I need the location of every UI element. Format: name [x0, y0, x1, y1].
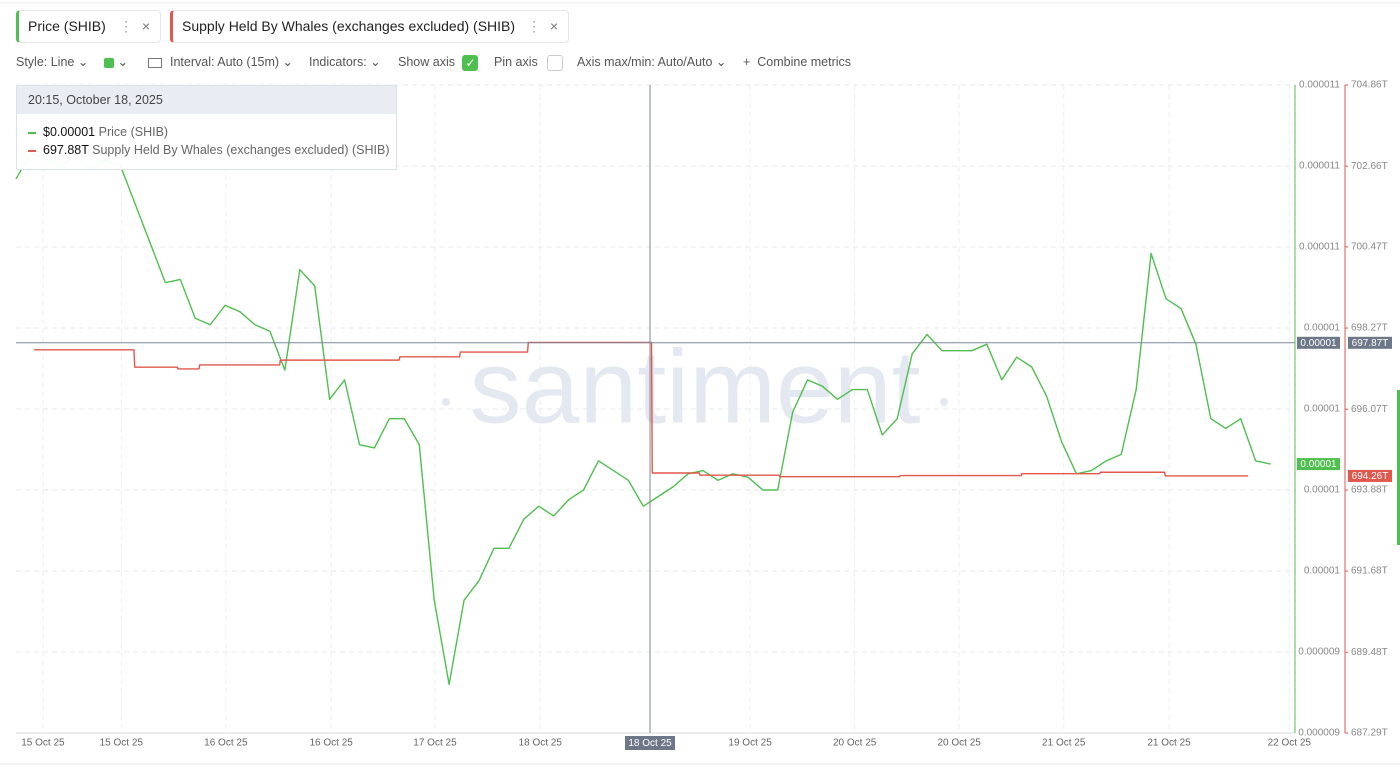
- y-tick-label: 0.000009: [1298, 647, 1340, 658]
- last-value-label: 694.26T: [1352, 471, 1389, 482]
- crosshair-date: 18 Oct 25: [628, 738, 672, 749]
- tab-label: Price (SHIB): [28, 18, 106, 34]
- y-tick-label: 0.000011: [1299, 161, 1340, 172]
- crosshair-price-badge: [1297, 336, 1340, 349]
- last-value-badge: [1297, 458, 1340, 471]
- x-tick-label: 16 Oct 25: [309, 738, 353, 749]
- tooltip: 20:15, October 18, 2025 $0.00001 Price (…: [16, 85, 397, 170]
- color-swatch: [104, 57, 114, 68]
- toolbar-label: Combine metrics: [757, 55, 852, 69]
- tab-close[interactable]: ×: [141, 18, 150, 34]
- y2-tick-label: 700.47T: [1351, 242, 1388, 253]
- toolbar-label: Interval: Auto (15m): [170, 55, 280, 69]
- watermark-dot: [940, 398, 948, 406]
- tooltip-value: $0.00001: [43, 125, 96, 139]
- y2-tick-label: 704.86T: [1351, 80, 1388, 91]
- toolbar-label: Show axis: [398, 55, 455, 69]
- crosshair-date-badge: [625, 736, 676, 750]
- y-tick-label: 0.00001: [1304, 485, 1341, 496]
- x-tick-label: 20 Oct 25: [938, 738, 982, 749]
- scroll-indicator: [1397, 390, 1400, 545]
- show-axis-toggle[interactable]: Show axis ✓: [398, 54, 479, 71]
- x-tick-label: 15 Oct 25: [21, 738, 65, 749]
- combine-metrics-button[interactable]: + Combine metrics: [743, 55, 852, 69]
- checkbox-checked: ✓: [462, 54, 479, 71]
- tab-menu[interactable]: ⋮: [119, 18, 133, 34]
- interval-dropdown[interactable]: Interval: Auto (15m) ⌄: [148, 54, 293, 70]
- indicators-dropdown[interactable]: Indicators: ⌄: [309, 55, 381, 69]
- x-tick-label: 20 Oct 25: [833, 738, 877, 749]
- toolbar-label: Pin axis: [494, 55, 538, 69]
- pin-axis-toggle[interactable]: Pin axis: [494, 54, 564, 71]
- x-tick-label: 21 Oct 25: [1042, 738, 1086, 749]
- x-tick-label: 17 Oct 25: [413, 738, 457, 749]
- x-tick-label: 19 Oct 25: [728, 738, 772, 749]
- axis-maxmin-dropdown[interactable]: Axis max/min: Auto/Auto ⌄: [577, 55, 727, 69]
- toolbar-label: Axis max/min: Auto/Auto: [577, 55, 713, 69]
- tooltip-row: 697.88T Supply Held By Whales (exchanges…: [28, 143, 390, 157]
- crosshair-supply: 697.87T: [1352, 338, 1389, 349]
- interval-icon: [148, 57, 162, 68]
- y2-tick-label: 698.27T: [1351, 323, 1388, 334]
- last-value-badge: [1348, 469, 1392, 482]
- y2-tick-label: 689.48T: [1351, 647, 1388, 658]
- x-tick-label: 15 Oct 25: [100, 738, 144, 749]
- style-dropdown[interactable]: Style: Line ⌄: [16, 55, 89, 69]
- x-tick-label: 18 Oct 25: [519, 738, 563, 749]
- y2-tick-label: 691.68T: [1351, 566, 1388, 577]
- y2-tick-label: 696.07T: [1351, 404, 1388, 415]
- x-tick-label: 16 Oct 25: [204, 738, 248, 749]
- metric-tab[interactable]: Supply Held By Whales (exchanges exclude…: [170, 10, 569, 43]
- crosshair-supply-badge: [1348, 336, 1392, 349]
- watermark: santiment: [470, 329, 921, 445]
- last-value-label: 0.00001: [1300, 459, 1337, 470]
- toolbar-label: Indicators:: [309, 55, 367, 69]
- x-tick-label: 22 Oct 25: [1268, 738, 1312, 749]
- tooltip-series: Price (SHIB): [98, 125, 169, 139]
- tab-close[interactable]: ×: [549, 18, 558, 34]
- y2-tick-label: 702.66T: [1351, 161, 1388, 172]
- tab-menu[interactable]: ⋮: [527, 18, 541, 34]
- tab-label: Supply Held By Whales (exchanges exclude…: [182, 18, 516, 34]
- y-tick-label: 0.000011: [1299, 242, 1340, 253]
- y2-tick-label: 687.29T: [1351, 728, 1388, 739]
- y-tick-label: 0.00001: [1304, 404, 1341, 415]
- watermark-dot: [442, 398, 450, 406]
- legend-swatch: [28, 149, 36, 152]
- y-tick-label: 0.00001: [1304, 323, 1341, 334]
- legend-swatch: [28, 131, 36, 134]
- series-line: [15, 152, 1271, 686]
- crosshair-price: 0.00001: [1300, 338, 1337, 349]
- y-tick-label: 0.000011: [1299, 80, 1340, 91]
- checkbox: [547, 54, 564, 71]
- color-dropdown[interactable]: ⌄: [104, 54, 128, 70]
- y-tick-label: 0.00001: [1304, 566, 1341, 577]
- y2-tick-label: 693.88T: [1351, 485, 1388, 496]
- toolbar-label: Style: Line: [16, 55, 75, 69]
- tooltip-row: $0.00001 Price (SHIB): [28, 125, 168, 139]
- y-tick-label: 0.000009: [1298, 728, 1340, 739]
- x-tick-label: 21 Oct 25: [1147, 738, 1191, 749]
- tooltip-series: Supply Held By Whales (exchanges exclude…: [92, 143, 390, 157]
- tooltip-value: 697.88T: [43, 143, 89, 157]
- metric-tab[interactable]: Price (SHIB) ⋮ ×: [16, 10, 161, 43]
- tooltip-time: 20:15, October 18, 2025: [17, 86, 396, 114]
